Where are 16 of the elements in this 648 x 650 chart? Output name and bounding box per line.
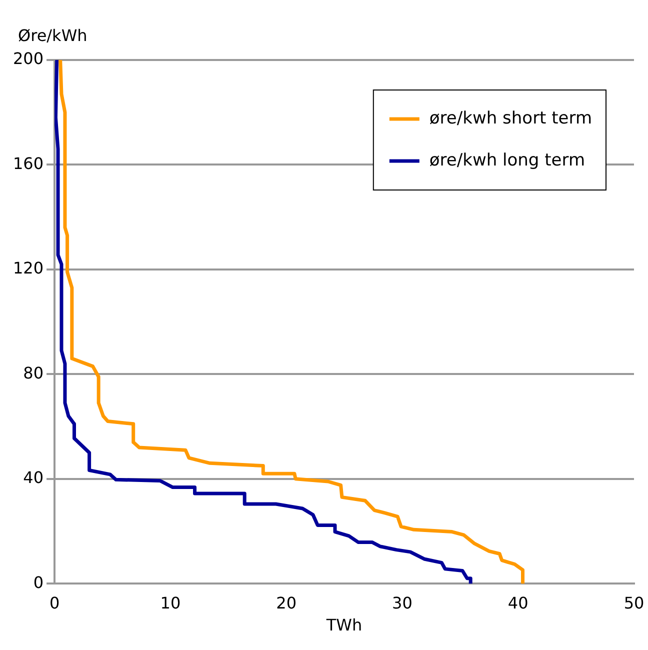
y-tick-label: 160 [12,154,44,173]
x-axis-title: TWh [325,616,362,635]
x-tick-label: 50 [624,593,644,612]
y-tick-label: 40 [23,468,44,488]
y-tick-label: 80 [23,363,44,382]
x-tick-label: 0 [49,593,60,612]
legend-label: øre/kwh long term [429,150,586,170]
y-axis-title: Øre/kWh [18,26,88,45]
x-tick-label: 30 [392,593,412,612]
y-tick-label: 0 [33,572,44,592]
y-tick-label: 200 [12,49,44,68]
legend-label: øre/kwh short term [429,108,592,128]
x-tick-label: 20 [276,593,297,612]
x-tick-label: 10 [160,593,181,612]
y-tick-label: 120 [12,258,44,278]
x-tick-label: 40 [508,593,528,612]
